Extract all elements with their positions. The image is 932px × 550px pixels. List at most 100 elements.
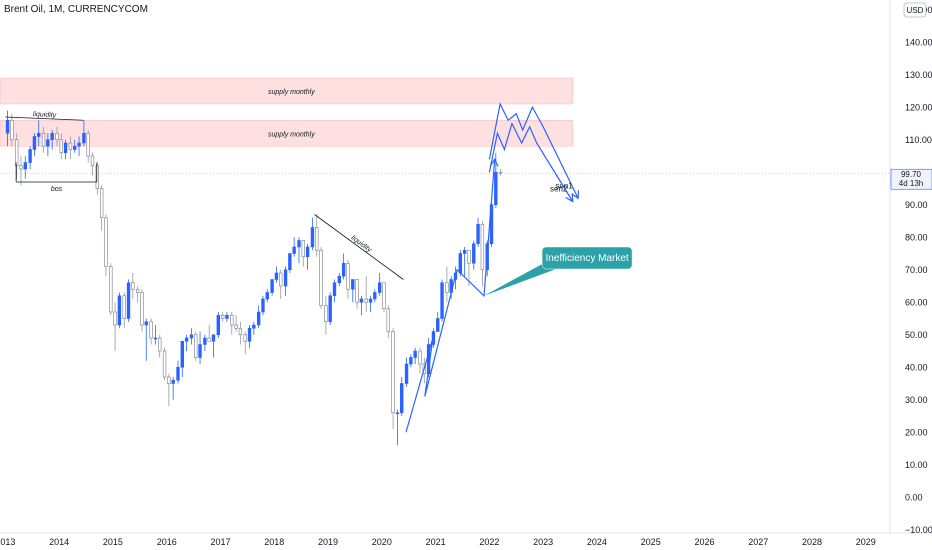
drawing-label: bos	[51, 186, 63, 193]
candle	[368, 295, 373, 312]
x-tick-label: 2016	[157, 537, 177, 547]
candle	[162, 347, 167, 381]
candle	[476, 217, 480, 247]
candle	[234, 315, 238, 332]
candle	[68, 136, 73, 160]
drawing-arrow-path[interactable]: sen2	[488, 121, 574, 203]
drawing-arrow-path[interactable]: sen1	[488, 102, 580, 200]
candle	[337, 273, 342, 286]
x-tick-label: 2019	[318, 537, 338, 547]
candle	[158, 334, 162, 358]
candle	[431, 328, 436, 348]
candle	[225, 312, 229, 322]
candle	[109, 263, 113, 316]
candle	[409, 354, 413, 368]
x-tick-label: 2029	[856, 537, 876, 547]
candle	[355, 279, 359, 309]
y-tick-label: 20.00	[905, 427, 928, 437]
candle	[243, 331, 247, 355]
x-tick-label: 2025	[641, 537, 661, 547]
candle	[328, 292, 332, 325]
x-tick-label: 2028	[802, 537, 822, 547]
candle	[265, 289, 269, 303]
candle	[391, 328, 395, 429]
y-tick-label: 40.00	[905, 362, 928, 372]
drawing-trendline[interactable]: liquidity	[314, 214, 404, 280]
drawing-trendline[interactable]: liquidity	[5, 111, 84, 121]
candle	[261, 295, 265, 316]
candle	[351, 279, 355, 303]
supply-zone[interactable]: supply monthly	[0, 77, 573, 105]
candle	[99, 185, 104, 231]
candle	[140, 289, 144, 332]
candle	[153, 325, 158, 345]
candle	[480, 221, 485, 286]
candle	[207, 325, 211, 342]
drawing-callout[interactable]: Inefficiency Market	[483, 246, 633, 296]
candle	[23, 156, 27, 179]
y-tick-label: −10.00	[905, 525, 932, 535]
candle	[373, 289, 377, 303]
candle	[189, 328, 194, 345]
y-tick-label: 10.00	[905, 460, 928, 470]
x-tick-label: 2027	[748, 537, 768, 547]
drawing-label: sen2	[550, 185, 568, 194]
candle	[256, 305, 261, 329]
candle	[247, 325, 252, 348]
candle	[211, 334, 216, 358]
y-axis-ticks: −10.00 0.00 10.00 20.00 30.00 40.00 50.00 60.00…	[905, 5, 932, 535]
candle	[418, 347, 422, 374]
candle	[230, 312, 234, 335]
x-tick-label: 2021	[426, 537, 446, 547]
candles	[5, 110, 503, 446]
candle	[400, 377, 404, 416]
candle	[445, 266, 449, 303]
y-tick-label: 140.00	[905, 37, 932, 47]
y-tick-label: 130.00	[905, 70, 932, 80]
last-price-value: 99.70	[901, 170, 922, 179]
x-tick-label: 2014	[49, 537, 69, 547]
y-tick-label: 70.00	[905, 265, 928, 275]
drawing-label: liquidity	[33, 111, 57, 119]
candle	[28, 146, 32, 169]
drawing-bracket[interactable]: bos	[15, 162, 98, 194]
candle	[122, 292, 126, 329]
candle	[283, 266, 288, 296]
candle	[90, 152, 95, 176]
candle	[117, 292, 122, 329]
x-tick-label: 2015	[103, 537, 123, 547]
supply-zone[interactable]: supply monthly	[0, 120, 573, 147]
currency-badge[interactable]: USD	[903, 2, 927, 18]
candle	[382, 282, 386, 312]
candle	[149, 318, 153, 345]
drawing-arrow-path[interactable]	[405, 158, 499, 433]
candle	[292, 237, 296, 257]
x-tick-label: 2018	[264, 537, 284, 547]
candle	[305, 243, 310, 270]
candle	[395, 409, 400, 446]
candle	[252, 321, 256, 335]
candle	[238, 321, 243, 345]
candle	[176, 360, 180, 384]
candle	[462, 247, 467, 277]
y-tick-label: 30.00	[905, 395, 928, 405]
candle	[37, 120, 41, 147]
candle	[14, 133, 19, 179]
supply-zones: supply monthly supply monthly	[0, 77, 573, 147]
x-tick-label: 2026	[694, 537, 714, 547]
candle	[180, 340, 184, 377]
candle	[341, 253, 346, 280]
y-tick-label: 60.00	[905, 297, 928, 307]
candle	[77, 136, 81, 156]
candle	[220, 312, 225, 322]
candle	[144, 318, 148, 361]
candle	[332, 279, 337, 303]
zone-label: supply monthly	[268, 89, 315, 96]
x-tick-label: 2022	[479, 537, 499, 547]
callout-label: Inefficiency Market	[545, 253, 628, 264]
candle	[32, 133, 37, 156]
candle	[404, 357, 409, 387]
